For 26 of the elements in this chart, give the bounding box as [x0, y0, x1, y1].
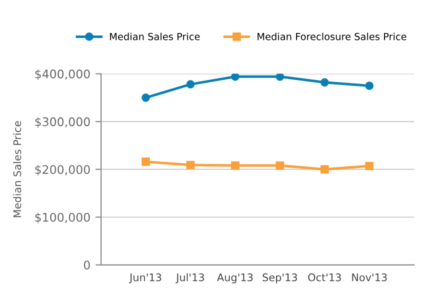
x-tick-label: Jun'13: [129, 273, 162, 284]
x-tick-label: Oct'13: [308, 273, 341, 282]
x-tick-label: Jul'13: [176, 273, 204, 284]
x-tick-label: Sep'13: [262, 273, 297, 284]
y-tick-label: $200,000: [35, 164, 90, 176]
y-tick-label: 0: [84, 260, 90, 270]
point: [186, 80, 195, 88]
y-tick-label: $300,000: [35, 117, 90, 128]
point: [365, 82, 374, 90]
point: [231, 161, 240, 170]
legend-label: Median Foreclosure Sales Price: [258, 32, 406, 40]
point: [142, 158, 150, 166]
x-tick-label: Nov'13: [352, 273, 387, 282]
legend-label: Median Sales Price: [110, 32, 200, 40]
point: [186, 160, 195, 170]
y-axis-title: Median Sales Price: [13, 121, 22, 218]
point: [365, 162, 374, 170]
y-tick-label: $100,000: [35, 212, 90, 224]
point: [142, 94, 150, 102]
point: [231, 74, 240, 81]
point: [276, 161, 284, 170]
x-tick-label: Aug'13: [217, 273, 253, 284]
point: [320, 78, 329, 87]
y-tick-label: $400,000: [35, 69, 90, 80]
point: [320, 165, 329, 174]
point: [276, 74, 284, 81]
